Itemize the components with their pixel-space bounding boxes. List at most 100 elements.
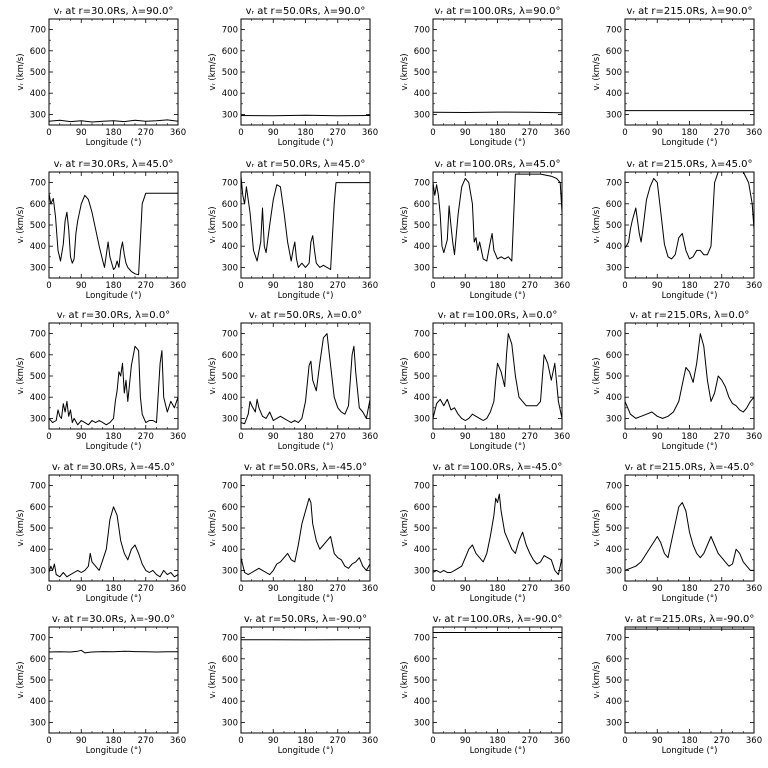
panel-title: vᵣ at r=50.0Rs, λ=0.0°: [249, 310, 362, 321]
y-tick-label: 700: [30, 482, 46, 492]
x-tick-label: 360: [746, 128, 762, 138]
x-tick-label: 270: [522, 584, 538, 594]
series-line: [432, 111, 563, 114]
y-tick-label: 400: [222, 393, 238, 403]
series-line: [432, 333, 563, 421]
panel-title: vᵣ at r=215.0Rs, λ=0.0°: [630, 310, 750, 321]
y-tick-label: 300: [222, 263, 238, 273]
y-axis-label: vᵣ (km/s): [16, 661, 26, 698]
y-tick-label: 600: [222, 503, 238, 513]
panel-title: vᵣ at r=30.0Rs, λ=-45.0°: [52, 462, 175, 473]
x-tick-label: 90: [652, 128, 663, 138]
x-tick-label: 270: [330, 432, 346, 442]
x-axis-label: Longitude (°): [86, 138, 142, 148]
y-axis-label: vᵣ (km/s): [592, 661, 602, 698]
y-tick-label: 400: [30, 697, 46, 707]
panel-17: vᵣ at r=30.0Rs, λ=-90.0° 0 90 180 270 360 300 4…: [16, 614, 186, 756]
x-tick-label: 0: [46, 584, 51, 594]
y-axis-label: vᵣ (km/s): [16, 206, 26, 243]
x-tick-label: 270: [714, 281, 730, 291]
plot-frame: [432, 18, 563, 126]
panel-title: vᵣ at r=215.0Rs, λ=-45.0°: [625, 462, 755, 473]
y-tick-label: 700: [414, 26, 430, 36]
y-tick-label: 400: [222, 89, 238, 99]
y-tick-label: 400: [606, 393, 622, 403]
x-axis-label: Longitude (°): [278, 594, 334, 604]
y-tick-label: 400: [606, 697, 622, 707]
y-tick-label: 600: [606, 351, 622, 361]
y-axis-label: vᵣ (km/s): [208, 357, 218, 394]
panel-title: vᵣ at r=30.0Rs, λ=45.0°: [54, 159, 174, 170]
x-tick-label: 180: [297, 584, 313, 594]
panel-title: vᵣ at r=50.0Rs, λ=-90.0°: [244, 614, 367, 625]
x-tick-label: 360: [362, 281, 378, 291]
x-tick-label: 360: [170, 281, 186, 291]
panel-14: vᵣ at r=50.0Rs, λ=-45.0° 0 90 180 270 360 300 4…: [208, 462, 378, 604]
y-tick-label: 400: [414, 242, 430, 252]
y-tick-label: 600: [30, 351, 46, 361]
y-axis-label: vᵣ (km/s): [592, 357, 602, 394]
y-tick-label: 600: [30, 47, 46, 57]
plot-frame: [48, 18, 179, 126]
plot-frame: [624, 474, 755, 582]
y-tick-label: 500: [30, 524, 46, 534]
x-axis-label: Longitude (°): [278, 138, 334, 148]
y-tick-label: 500: [414, 372, 430, 382]
y-axis-label: vᵣ (km/s): [16, 509, 26, 546]
x-tick-label: 360: [554, 584, 570, 594]
x-tick-label: 0: [622, 432, 627, 442]
y-tick-label: 600: [30, 655, 46, 665]
y-tick-label: 700: [222, 330, 238, 340]
x-tick-label: 90: [268, 281, 279, 291]
panel-title: vᵣ at r=100.0Rs, λ=-90.0°: [433, 614, 563, 625]
y-tick-label: 300: [414, 566, 430, 576]
y-tick-label: 600: [606, 655, 622, 665]
plot-frame: [48, 474, 179, 582]
y-tick-label: 400: [222, 242, 238, 252]
x-tick-label: 0: [46, 128, 51, 138]
x-tick-label: 90: [460, 432, 471, 442]
x-tick-label: 180: [297, 432, 313, 442]
panel-15: vᵣ at r=100.0Rs, λ=-45.0° 0 90 180 270 360 300…: [400, 462, 570, 604]
y-tick-label: 600: [606, 47, 622, 57]
x-axis-label: Longitude (°): [662, 291, 718, 301]
series-line: [48, 119, 179, 123]
plot-frame: [624, 322, 755, 430]
panel-title: vᵣ at r=30.0Rs, λ=-90.0°: [52, 614, 175, 625]
y-axis-label: vᵣ (km/s): [400, 509, 410, 546]
x-tick-label: 180: [681, 432, 697, 442]
panel-title: vᵣ at r=215.0Rs, λ=-90.0°: [625, 614, 755, 625]
panel-8: vᵣ at r=215.0Rs, λ=45.0° 0 90 180 270 360 300 4…: [592, 159, 762, 301]
panel-5: vᵣ at r=30.0Rs, λ=45.0° 0 90 180 270 360 300 40…: [16, 159, 186, 301]
y-tick-label: 600: [414, 655, 430, 665]
x-tick-label: 360: [362, 432, 378, 442]
plot-frame: [432, 474, 563, 582]
y-tick-label: 400: [414, 393, 430, 403]
x-tick-label: 0: [238, 736, 243, 746]
y-axis-label: vᵣ (km/s): [16, 357, 26, 394]
y-tick-label: 500: [414, 524, 430, 534]
y-tick-label: 300: [222, 414, 238, 424]
x-tick-label: 0: [46, 432, 51, 442]
x-tick-label: 270: [522, 736, 538, 746]
x-tick-label: 0: [430, 128, 435, 138]
y-tick-label: 500: [414, 221, 430, 231]
x-tick-label: 90: [460, 584, 471, 594]
x-tick-label: 360: [746, 736, 762, 746]
y-tick-label: 700: [606, 482, 622, 492]
y-axis-label: vᵣ (km/s): [592, 509, 602, 546]
x-tick-label: 90: [652, 584, 663, 594]
y-tick-label: 300: [414, 414, 430, 424]
y-tick-label: 700: [414, 330, 430, 340]
x-axis-label: Longitude (°): [470, 746, 526, 756]
x-tick-label: 360: [170, 128, 186, 138]
y-tick-label: 500: [30, 676, 46, 686]
panel-12: vᵣ at r=215.0Rs, λ=0.0° 0 90 180 270 360 300 40…: [592, 310, 762, 452]
plot-frame: [432, 626, 563, 734]
y-tick-label: 700: [30, 179, 46, 189]
x-tick-label: 180: [489, 281, 505, 291]
y-tick-label: 700: [30, 26, 46, 36]
y-axis-label: vᵣ (km/s): [208, 206, 218, 243]
x-tick-label: 360: [170, 736, 186, 746]
panel-13: vᵣ at r=30.0Rs, λ=-45.0° 0 90 180 270 360 300 4…: [16, 462, 186, 604]
